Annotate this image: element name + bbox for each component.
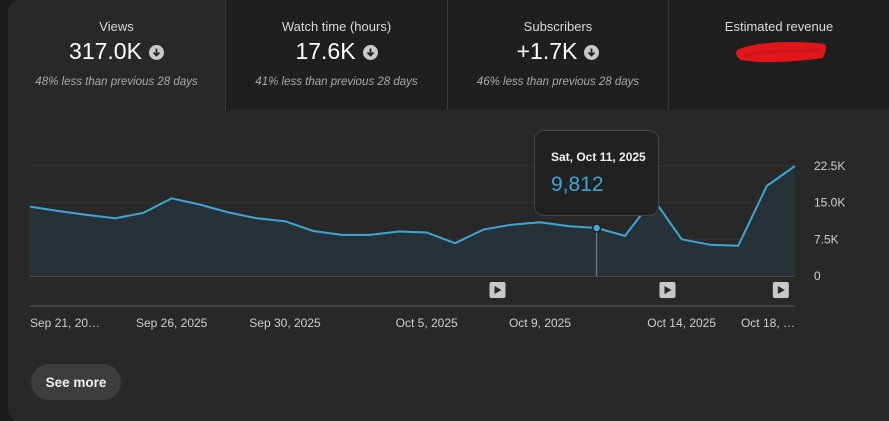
data-point xyxy=(313,231,314,232)
data-point xyxy=(738,245,739,246)
data-point xyxy=(483,229,484,230)
y-tick-label: 22.5K xyxy=(814,159,845,173)
highlight-point xyxy=(591,223,602,233)
tooltip-value: 9,812 xyxy=(551,173,604,196)
views-value-row: 317.0K xyxy=(8,38,225,65)
watch-time-value: 17.6K xyxy=(295,38,356,64)
views-label: Views xyxy=(99,19,134,34)
analytics-card: Views 317.0K 48% less than previous 28 d… xyxy=(8,0,889,421)
data-point xyxy=(341,234,342,235)
x-tick-label: Sep 30, 2025 xyxy=(249,316,321,330)
x-tick-label: Sep 21, 20… xyxy=(30,316,100,330)
tab-subscribers[interactable]: Subscribers +1.7K 46% less than previous… xyxy=(448,0,669,110)
views-value: 317.0K xyxy=(69,38,142,64)
metric-tabs: Views 317.0K 48% less than previous 28 d… xyxy=(8,0,889,110)
data-point xyxy=(540,222,541,223)
data-point xyxy=(171,198,172,199)
subscribers-value: +1.7K xyxy=(516,38,578,64)
see-more-button[interactable]: See more xyxy=(31,364,121,400)
data-point xyxy=(625,235,626,236)
series-line xyxy=(29,165,796,247)
data-point xyxy=(58,210,59,211)
data-point xyxy=(681,239,682,240)
x-tick-label: Oct 9, 2025 xyxy=(509,316,571,330)
tab-views[interactable]: Views 317.0K 48% less than previous 28 d… xyxy=(8,0,226,110)
subscribers-label: Subscribers xyxy=(523,19,593,34)
watch-time-comparison: 41% less than previous 28 days xyxy=(255,76,418,88)
data-point xyxy=(200,204,201,205)
data-point xyxy=(370,234,371,235)
data-point xyxy=(30,206,31,207)
play-triangle xyxy=(777,286,785,294)
chart-svg: 0 7.5K 15.0K 22.5K Sep 21, 20… Sep 26, 2025 Se… xyxy=(29,159,845,330)
tooltip-date: Sat, Oct 11, 2025 xyxy=(551,150,646,164)
arrow-down-circle-icon xyxy=(148,45,164,60)
watch-time-value-row: 17.6K xyxy=(226,38,447,65)
y-tick-label: 0 xyxy=(814,269,821,283)
views-chart: 0 7.5K 15.0K 22.5K Sep 21, 20… Sep 26, 2025 Se… xyxy=(8,110,889,330)
arrow-down-circle-icon xyxy=(362,45,378,60)
arrow-down-circle-icon xyxy=(584,45,600,60)
data-point xyxy=(426,232,427,233)
data-point xyxy=(398,231,399,232)
data-point xyxy=(568,226,569,227)
data-point xyxy=(256,218,257,219)
data-point xyxy=(86,214,87,215)
data-point xyxy=(115,218,116,219)
x-tick-label: Oct 14, 2025 xyxy=(647,316,716,330)
revenue-label: Estimated revenue xyxy=(724,19,834,34)
subscribers-value-row: +1.7K xyxy=(448,38,668,65)
watch-time-label: Watch time (hours) xyxy=(281,19,392,34)
data-point xyxy=(455,243,456,244)
data-point xyxy=(285,221,286,222)
redacted-scribble xyxy=(736,42,826,63)
x-tick-label: Oct 5, 2025 xyxy=(396,316,458,330)
y-tick-label: 15.0K xyxy=(814,196,845,210)
y-tick-label: 7.5K xyxy=(814,232,839,246)
x-tick-label: Sep 26, 2025 xyxy=(136,316,208,330)
data-point xyxy=(710,244,711,245)
area-fill xyxy=(30,166,795,276)
play-triangle xyxy=(494,286,502,294)
x-tick-label: Oct 18, … xyxy=(741,316,795,330)
subscribers-comparison: 46% less than previous 28 days xyxy=(476,76,640,88)
chart-tooltip: Sat, Oct 11, 2025 9,812 xyxy=(534,130,659,216)
data-point xyxy=(795,166,796,167)
tab-estimated-revenue[interactable]: Estimated revenue xyxy=(669,0,889,110)
data-point xyxy=(228,212,229,213)
play-triangle xyxy=(664,286,672,294)
data-point xyxy=(511,224,512,225)
tab-watch-time[interactable]: Watch time (hours) 17.6K 41% less than p… xyxy=(226,0,448,110)
data-point xyxy=(766,186,767,187)
data-point xyxy=(143,212,144,213)
views-comparison: 48% less than previous 28 days xyxy=(35,76,198,88)
